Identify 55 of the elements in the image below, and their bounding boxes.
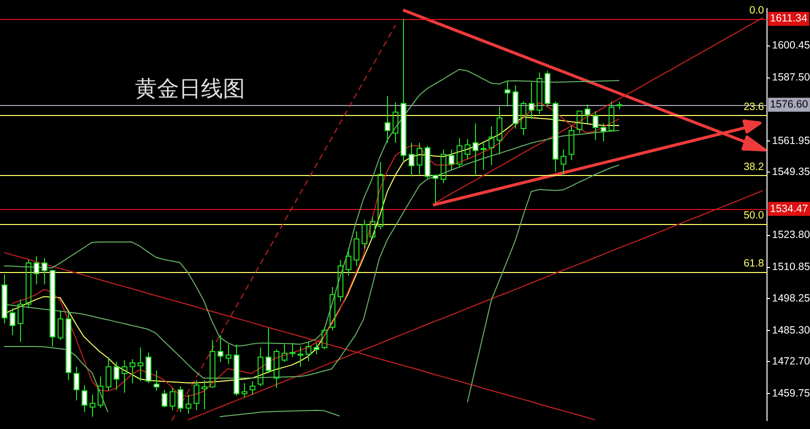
candlestick: [186, 394, 192, 414]
candlestick: [242, 382, 248, 398]
candlestick: [58, 310, 64, 340]
candlestick: [456, 138, 462, 168]
candlestick: [568, 124, 574, 161]
candlestick: [338, 259, 344, 302]
candlestick: [106, 356, 112, 392]
candlestick: [378, 162, 384, 230]
y-tick-label: 1549.35: [772, 166, 810, 178]
candlestick: [346, 248, 352, 276]
annotation: 0.0: [749, 4, 764, 16]
ref-line-label: 1576.60: [770, 98, 808, 111]
candlestick: [416, 142, 422, 175]
candlestick: [90, 394, 96, 418]
candlestick: [362, 219, 368, 250]
candlestick: [536, 72, 542, 114]
y-tick-label: 1561.95: [772, 134, 810, 147]
y-tick-label: 1459.75: [772, 388, 810, 400]
candlestick: [258, 347, 264, 387]
candlestick: [392, 102, 398, 144]
ref-line-label: 1534.47: [770, 202, 808, 215]
y-tick-label: 1587.50: [772, 72, 810, 84]
y-tick-label: 1510.85: [772, 261, 810, 274]
annotation: 50.0: [744, 209, 764, 222]
candlestick: [194, 380, 200, 411]
candlestick: [488, 126, 494, 166]
annotation: 61.8: [744, 258, 764, 270]
candlestick: [464, 138, 470, 160]
candlestick: [274, 348, 280, 388]
candlestick: [122, 360, 128, 394]
y-tick-label: 1523.80: [772, 229, 810, 242]
y-tick-label: 1485.30: [772, 324, 810, 336]
candlestick: [496, 106, 502, 155]
y-tick-label: 1472.70: [772, 356, 810, 368]
candlestick: [130, 358, 136, 384]
y-tick-label: 1600.45: [772, 40, 810, 52]
candlestick: [306, 341, 312, 362]
candlestick: [226, 344, 232, 364]
candlestick: [202, 380, 208, 410]
candlestick: [298, 346, 304, 368]
candlestick: [98, 376, 104, 409]
candlestick: [18, 299, 24, 342]
ref-line-label: 1611.34: [770, 12, 808, 25]
candlestick: [330, 286, 336, 331]
candlestick: [138, 347, 144, 382]
candlestick: [210, 339, 216, 388]
candlestick: [354, 230, 360, 266]
candlestick: [560, 148, 566, 175]
text: 黄金日线图: [135, 77, 245, 102]
y-tick-label: 1498.25: [772, 292, 810, 304]
candlestick: [290, 342, 296, 358]
candlestick: [250, 380, 256, 396]
candlestick: [282, 344, 288, 362]
candlestick: [480, 140, 486, 170]
annotation: 38.2: [744, 160, 764, 173]
